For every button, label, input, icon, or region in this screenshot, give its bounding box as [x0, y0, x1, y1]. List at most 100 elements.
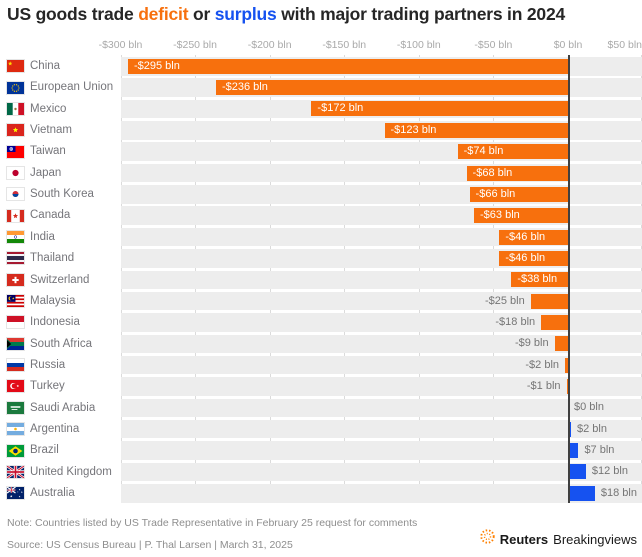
reuters-dotted-circle-icon	[479, 528, 496, 550]
country-label-switzerland: Switzerland	[30, 273, 90, 286]
axis-tick-label: -$250 bln	[173, 39, 217, 51]
bar-vietnam	[384, 122, 568, 138]
bar-south-africa	[554, 336, 568, 352]
bar-china	[127, 58, 568, 74]
chart-title: US goods trade deficit or surplus with m…	[7, 4, 565, 25]
row-band-russia	[120, 355, 642, 375]
country-label-malaysia: Malaysia	[30, 294, 76, 307]
value-label-turkey: -$1 bln	[526, 380, 561, 392]
bar-turkey	[566, 379, 568, 394]
flag-argentina-icon	[6, 422, 25, 437]
bar-indonesia	[541, 314, 568, 330]
axis-tick-label: -$150 bln	[322, 39, 367, 51]
title-deficit-word: deficit	[138, 4, 189, 24]
country-label-russia: Russia	[30, 358, 66, 371]
row-band-indonesia	[120, 313, 642, 332]
value-label-china: -$295 bln	[133, 59, 180, 72]
chart-source: Source: US Census Bureau | P. Thal Larse…	[7, 539, 293, 551]
value-label-south-africa: -$9 bln	[514, 337, 549, 350]
chart-note: Note: Countries listed by US Trade Repre…	[7, 517, 418, 529]
bar-japan	[466, 165, 568, 181]
flag-russia-icon	[6, 358, 25, 373]
country-label-saudi-arabia: Saudi Arabia	[30, 401, 96, 414]
flag-south-africa-icon	[6, 336, 25, 351]
flag-turkey-icon	[6, 379, 25, 394]
value-label-mexico: -$172 bln	[317, 102, 364, 115]
bar-russia	[565, 357, 568, 373]
logo-suffix-text: Breakingviews	[553, 531, 637, 547]
value-label-saudi-arabia: $0 bln	[574, 401, 604, 414]
bar-switzerland	[511, 272, 568, 288]
flag-brazil-icon	[6, 443, 25, 458]
flag-european-union-icon	[6, 80, 25, 95]
flag-australia-icon	[6, 486, 25, 501]
axis-tick-label: -$50 bln	[474, 39, 513, 51]
bar-thailand	[499, 250, 568, 266]
country-label-argentina: Argentina	[30, 422, 80, 435]
value-label-thailand: -$46 bln	[505, 251, 546, 264]
country-label-vietnam: Vietnam	[30, 124, 72, 137]
value-label-vietnam: -$123 bln	[390, 123, 437, 136]
value-label-indonesia: -$18 bln	[495, 315, 536, 328]
country-label-china: China	[30, 60, 61, 72]
country-label-south-africa: South Africa	[30, 337, 93, 350]
country-label-taiwan: Taiwan	[30, 145, 66, 158]
row-band-saudi-arabia	[120, 398, 642, 418]
axis-tick-label: $50 bln	[607, 39, 642, 51]
flag-thailand-icon	[6, 251, 25, 266]
value-label-japan: -$68 bln	[472, 166, 513, 179]
country-label-india: India	[30, 230, 55, 243]
flag-united-kingdom-icon	[6, 464, 25, 479]
title-surplus-word: surplus	[214, 4, 277, 24]
bar-malaysia	[530, 293, 568, 309]
axis-tick-label: -$300 bln	[98, 39, 143, 51]
title-middle: or	[188, 4, 215, 24]
flag-switzerland-icon	[6, 272, 25, 287]
bar-taiwan	[457, 144, 568, 160]
country-label-european-union: European Union	[30, 81, 114, 94]
title-suffix: with major trading partners in 2024	[276, 4, 566, 24]
value-label-european-union: -$236 bln	[221, 81, 268, 94]
bar-european-union	[215, 80, 568, 96]
row-band-malaysia	[120, 291, 642, 311]
country-label-japan: Japan	[30, 166, 62, 179]
logo-brand-text: Reuters	[499, 531, 549, 547]
row-band-argentina	[120, 419, 642, 439]
flag-indonesia-icon	[6, 315, 25, 330]
value-label-south-korea: -$66 bln	[475, 187, 516, 200]
country-label-mexico: Mexico	[30, 102, 67, 115]
bar-canada	[474, 208, 568, 224]
bar-india	[499, 229, 568, 245]
reuters-breakingviews-logo: Reuters Breakingviews	[479, 528, 637, 550]
flag-taiwan-icon	[6, 144, 25, 159]
value-label-india: -$46 bln	[505, 230, 546, 243]
value-label-taiwan: -$74 bln	[463, 145, 504, 158]
country-label-canada: Canada	[30, 209, 71, 222]
flag-canada-icon	[6, 208, 25, 223]
bar-south-korea	[469, 186, 568, 202]
axis-tick-label: $0 bln	[553, 39, 583, 51]
value-label-russia: -$2 bln	[525, 358, 560, 371]
country-label-thailand: Thailand	[30, 252, 75, 265]
title-prefix: US goods trade	[7, 4, 139, 24]
row-band-turkey	[120, 377, 642, 396]
value-label-canada: -$63 bln	[480, 209, 520, 222]
flag-south-korea-icon	[6, 187, 25, 202]
flag-malaysia-icon	[6, 294, 25, 309]
zero-axis-line	[568, 55, 570, 503]
axis-tick-label: -$200 bln	[247, 39, 292, 51]
bar-united-kingdom	[568, 464, 586, 480]
value-label-argentina: $2 bln	[576, 422, 607, 435]
bar-mexico	[311, 101, 568, 117]
country-label-south-korea: South Korea	[30, 188, 94, 201]
axis-tick-label: -$100 bln	[396, 39, 441, 51]
value-label-australia: $18 bln	[600, 486, 637, 499]
country-label-indonesia: Indonesia	[30, 316, 80, 329]
country-label-turkey: Turkey	[30, 380, 65, 393]
bar-brazil	[568, 443, 579, 459]
value-label-malaysia: -$25 bln	[484, 294, 525, 307]
country-label-australia: Australia	[30, 487, 75, 499]
bar-australia	[568, 485, 595, 501]
row-band-united-kingdom	[120, 462, 642, 482]
